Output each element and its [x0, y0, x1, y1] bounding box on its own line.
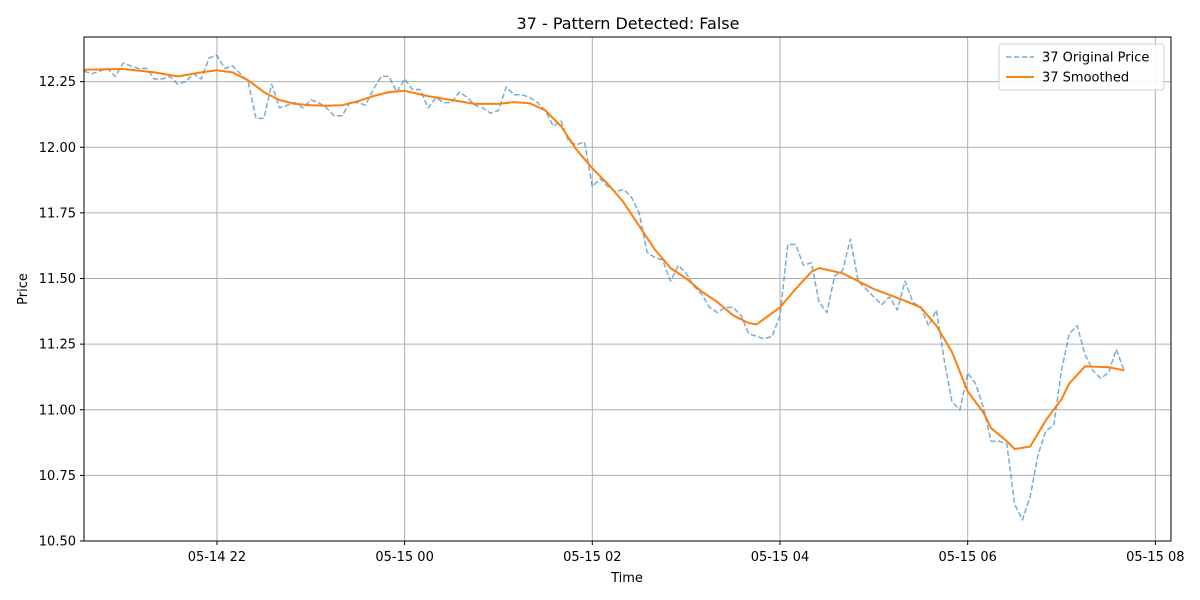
- y-tick-label: 11.25: [39, 338, 76, 353]
- x-tick-label: 05-15 04: [751, 550, 809, 565]
- y-tick-label: 12.00: [39, 141, 76, 156]
- y-tick-label: 11.50: [39, 272, 76, 287]
- x-tick-label: 05-15 06: [938, 550, 996, 565]
- x-axis-label: Time: [610, 571, 643, 586]
- x-tick-label: 05-15 02: [563, 550, 621, 565]
- y-tick-label: 10.75: [39, 469, 76, 484]
- y-tick-label: 11.00: [39, 403, 76, 418]
- legend-smoothed-label: 37 Smoothed: [1042, 71, 1129, 86]
- y-tick-label: 12.25: [39, 75, 76, 90]
- x-tick-label: 05-15 00: [375, 550, 433, 565]
- legend: 37 Original Price 37 Smoothed: [999, 44, 1164, 90]
- legend-original-price-label: 37 Original Price: [1042, 51, 1149, 66]
- y-axis-label: Price: [16, 273, 31, 305]
- y-tick-label: 10.50: [39, 535, 76, 550]
- x-tick-label: 05-14 22: [188, 550, 246, 565]
- chart-title: 37 - Pattern Detected: False: [517, 14, 740, 33]
- y-tick-label: 11.75: [39, 206, 76, 221]
- x-tick-label: 05-15 08: [1126, 550, 1184, 565]
